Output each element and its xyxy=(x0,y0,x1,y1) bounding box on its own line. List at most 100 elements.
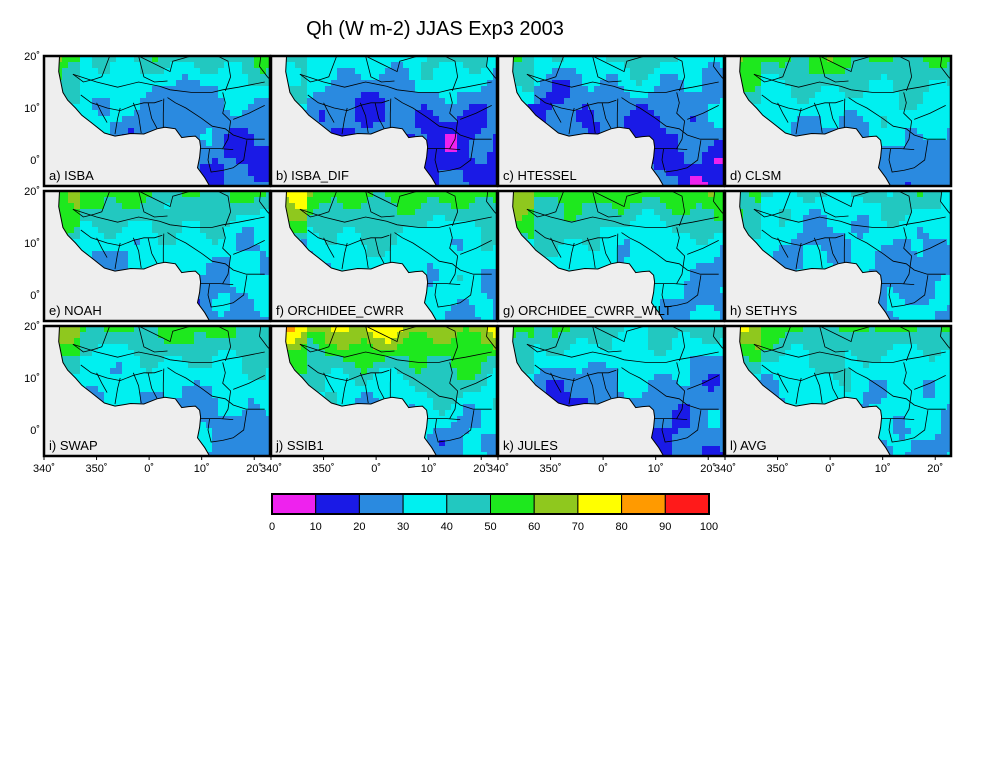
map-panel: c) HTESSEL xyxy=(496,54,726,188)
lat-tick-label: 10˚ xyxy=(24,373,40,385)
colorbar-swatch xyxy=(271,493,317,515)
colorbar-swatch xyxy=(533,493,579,515)
lat-tick-label: 20˚ xyxy=(24,51,40,63)
map-panel: e) NOAH 20˚ 10˚ 0˚ xyxy=(24,186,272,323)
colorbar-swatch xyxy=(490,493,535,515)
country-borders xyxy=(526,326,724,443)
lat-tick-label: 0˚ xyxy=(30,155,40,167)
lon-tick-label: 10˚ xyxy=(648,463,664,475)
coastline xyxy=(285,326,438,456)
lon-tick-label: 0˚ xyxy=(371,463,381,475)
panel-label: c) HTESSEL xyxy=(503,168,577,183)
lon-tick-label: 350˚ xyxy=(767,463,789,475)
lon-tick-label: 350˚ xyxy=(86,463,108,475)
chart-title: Qh (W m-2) JJAS Exp3 2003 xyxy=(306,18,564,40)
colorbar-swatch xyxy=(315,493,360,515)
lat-tick-label: 20˚ xyxy=(24,321,40,333)
colorbar-tick-label: 50 xyxy=(484,521,496,533)
country-borders xyxy=(753,326,951,443)
panel-label: b) ISBA_DIF xyxy=(276,168,349,183)
lon-tick-label: 0˚ xyxy=(144,463,154,475)
lat-tick-label: 0˚ xyxy=(30,425,40,437)
coastline xyxy=(58,191,211,321)
lon-tick-label: 0˚ xyxy=(825,463,835,475)
colorbar-swatch xyxy=(358,493,404,515)
lon-tick-label: 0˚ xyxy=(598,463,608,475)
colorbar-swatch xyxy=(621,493,666,515)
panel-frame xyxy=(723,189,953,323)
colorbar-tick-label: 70 xyxy=(572,521,584,533)
country-borders xyxy=(526,191,724,308)
map-panel: l) AVG 340˚ 350˚ 0˚ 10˚ 20˚ xyxy=(714,324,953,475)
lon-tick-label: 340˚ xyxy=(487,463,509,475)
colorbar-tick-label: 0 xyxy=(269,521,275,533)
coastline xyxy=(739,56,892,186)
map-panel: a) ISBA 20˚ 10˚ 0˚ xyxy=(24,51,272,188)
map-panel: k) JULES 340˚ 350˚ 0˚ 10˚ 20˚ xyxy=(487,324,726,475)
colorbar-tick-label: 90 xyxy=(659,521,671,533)
lon-tick-label: 350˚ xyxy=(540,463,562,475)
coastline xyxy=(512,56,665,186)
colorbar-tick-label: 40 xyxy=(441,521,453,533)
country-borders xyxy=(72,191,270,308)
panel-label: a) ISBA xyxy=(49,168,94,183)
map-panel: i) SWAP 20˚ 10˚ 0˚ 340˚ 350˚ 0˚ 10˚ 20˚ xyxy=(24,321,272,475)
coastline xyxy=(285,191,438,321)
country-borders xyxy=(299,326,497,443)
map-panel: g) ORCHIDEE_CWRR_WILT xyxy=(496,189,726,323)
lon-tick-label: 20˚ xyxy=(473,463,489,475)
panel-label: j) SSIB1 xyxy=(275,438,324,453)
country-borders xyxy=(299,56,497,173)
colorbar-frame xyxy=(271,493,710,515)
panel-frame xyxy=(723,324,953,458)
coastline xyxy=(512,191,665,321)
colorbar: 0 10 20 30 40 50 60 70 80 90 100 xyxy=(269,493,718,533)
map-panel: b) ISBA_DIF xyxy=(269,54,499,188)
colorbar-tick-label: 60 xyxy=(528,521,540,533)
lon-tick-label: 10˚ xyxy=(875,463,891,475)
lon-tick-label: 10˚ xyxy=(194,463,210,475)
map-panels: a) ISBA 20˚ 10˚ 0˚ b) ISBA_DIF c) HTESSEL d) C… xyxy=(24,51,953,475)
lon-tick-label: 20˚ xyxy=(246,463,262,475)
lon-tick-label: 20˚ xyxy=(927,463,943,475)
colorbar-tick-label: 80 xyxy=(615,521,627,533)
map-panel: d) CLSM xyxy=(723,54,953,188)
coastline xyxy=(58,326,211,456)
qh-field xyxy=(512,326,724,456)
panel-label: i) SWAP xyxy=(49,438,98,453)
panel-label: e) NOAH xyxy=(49,303,102,318)
country-borders xyxy=(526,56,724,173)
lon-tick-label: 340˚ xyxy=(714,463,736,475)
lat-tick-label: 0˚ xyxy=(30,290,40,302)
map-panel: h) SETHYS xyxy=(723,189,953,323)
colorbar-tick-label: 100 xyxy=(700,521,718,533)
country-borders xyxy=(753,56,951,173)
lon-tick-label: 10˚ xyxy=(421,463,437,475)
panel-label: l) AVG xyxy=(730,438,767,453)
lat-tick-label: 10˚ xyxy=(24,238,40,250)
lon-tick-label: 20˚ xyxy=(700,463,716,475)
panel-label: d) CLSM xyxy=(730,168,781,183)
panel-label: f) ORCHIDEE_CWRR xyxy=(276,303,404,318)
colorbar-swatch xyxy=(664,493,710,515)
colorbar-tick-label: 30 xyxy=(397,521,409,533)
colorbar-tick-label: 10 xyxy=(310,521,322,533)
coastline xyxy=(58,56,211,186)
lon-tick-label: 350˚ xyxy=(313,463,335,475)
panel-frame xyxy=(723,54,953,188)
lon-tick-label: 340˚ xyxy=(33,463,55,475)
colorbar-swatch xyxy=(446,493,491,515)
panel-label: g) ORCHIDEE_CWRR_WILT xyxy=(503,303,672,318)
lat-tick-label: 20˚ xyxy=(24,186,40,198)
lon-tick-label: 340˚ xyxy=(260,463,282,475)
coastline xyxy=(739,326,892,456)
panel-label: h) SETHYS xyxy=(730,303,798,318)
colorbar-tick-label: 20 xyxy=(353,521,365,533)
panel-label: k) JULES xyxy=(503,438,558,453)
country-borders xyxy=(72,56,270,173)
coastline xyxy=(739,191,892,321)
coastline xyxy=(512,326,665,456)
coastline xyxy=(285,56,438,186)
colorbar-swatch xyxy=(577,493,623,515)
